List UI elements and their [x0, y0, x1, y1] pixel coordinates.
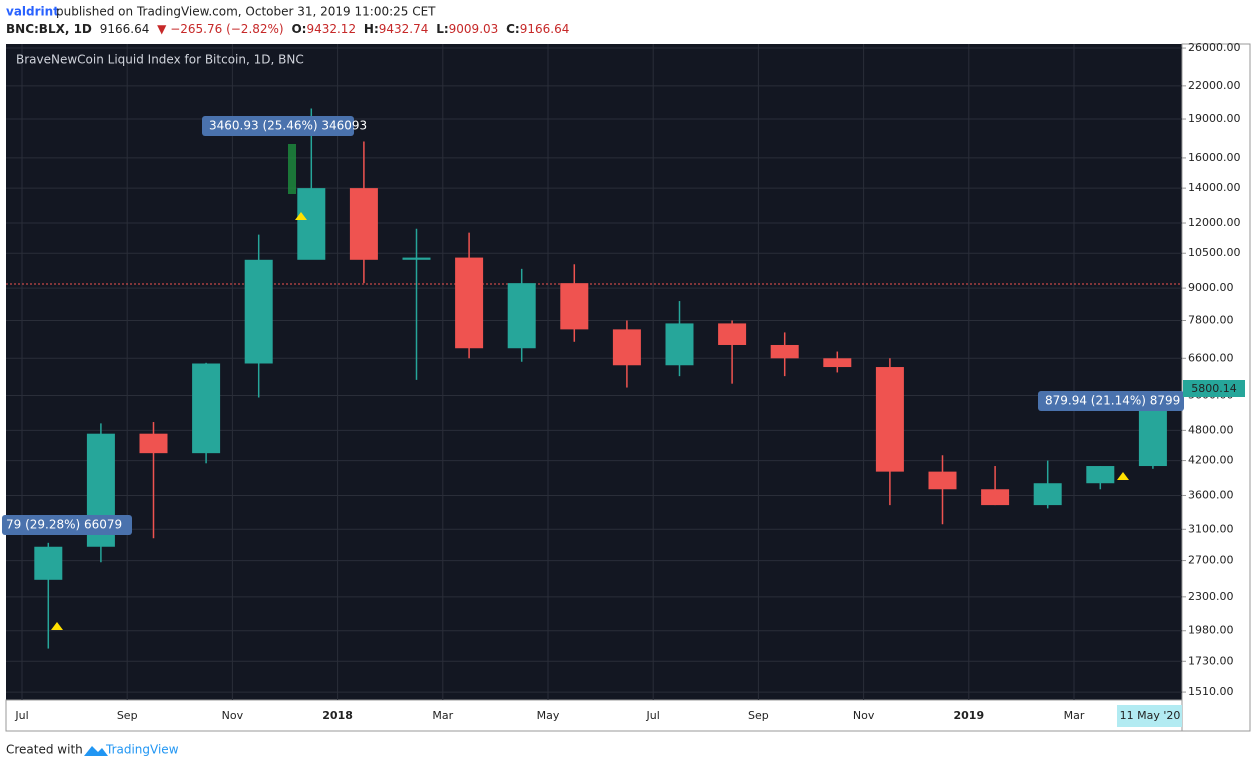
y-tick-label: 1510.00	[1188, 685, 1234, 698]
plot-area	[6, 44, 1182, 700]
marker	[295, 212, 307, 220]
y-tick-label: 6600.00	[1188, 351, 1234, 364]
published: published on TradingView.com, October 31…	[56, 5, 436, 19]
x-tick-label: Jul	[14, 709, 28, 722]
annotation-box	[1038, 391, 1184, 411]
symbol: BNC:BLX, 1D	[6, 22, 92, 36]
candle-body	[244, 259, 273, 364]
candle-body	[1086, 466, 1115, 484]
l-label: L:	[436, 22, 448, 36]
candle-body	[718, 323, 747, 345]
y-tick-label: 4200.00	[1188, 454, 1234, 467]
x-tick-label: Nov	[222, 709, 244, 722]
chart-title: BraveNewCoin Liquid Index for Bitcoin, 1…	[16, 53, 304, 67]
candle-body	[560, 283, 589, 330]
o-label: O:	[291, 22, 306, 36]
y-tick-label: 3100.00	[1188, 522, 1234, 535]
candle-body	[1033, 483, 1062, 506]
candle-body	[192, 363, 221, 454]
candle-body	[823, 358, 852, 368]
y-tick-label: 22000.00	[1188, 79, 1241, 92]
x-tick-label: Mar	[1064, 709, 1085, 722]
x-tick-label: Nov	[853, 709, 875, 722]
x-tick-label: 2018	[322, 709, 353, 722]
y-tick-label: 2300.00	[1188, 590, 1234, 603]
last-price-box	[1183, 380, 1245, 397]
footer-created: Created with	[6, 743, 83, 757]
candle-body	[297, 188, 326, 260]
candle-body	[928, 471, 957, 490]
author: valdrint	[6, 5, 59, 19]
y-tick-label: 14000.00	[1188, 181, 1241, 194]
annotation: 879.94 (21.14%) 8799	[1045, 394, 1180, 408]
change: ▼ −265.76 (−2.82%)	[157, 22, 283, 36]
last: 9166.64	[100, 22, 150, 36]
candle-body	[665, 323, 694, 366]
last-price-label: 5800.14	[1191, 382, 1237, 395]
brand-logo	[84, 746, 108, 756]
candle-body	[770, 344, 799, 359]
l: 9009.03	[449, 22, 499, 36]
o: 9432.12	[306, 22, 356, 36]
x-tick-label: Mar	[432, 709, 453, 722]
range-highlight	[288, 144, 296, 194]
x-tick-label: Sep	[117, 709, 138, 722]
candle-body	[612, 329, 641, 366]
h-label: H:	[364, 22, 379, 36]
candle-body	[1138, 407, 1167, 467]
y-tick-label: 19000.00	[1188, 112, 1241, 125]
candle-body	[402, 257, 431, 260]
candle-body	[349, 188, 378, 260]
y-tick-label: 4800.00	[1188, 423, 1234, 436]
annotation-box	[2, 515, 132, 535]
x-tick-label: May	[537, 709, 560, 722]
h: 9432.74	[379, 22, 429, 36]
y-tick-label: 10500.00	[1188, 246, 1241, 259]
ohlc-line: BNC:BLX, 1D 9166.64 ▼ −265.76 (−2.82%) O…	[6, 22, 569, 36]
candle-body	[34, 546, 63, 580]
x-tick-label: 2019	[953, 709, 984, 722]
candle-body	[139, 433, 168, 454]
y-tick-label: 1730.00	[1188, 654, 1234, 667]
marker	[51, 622, 63, 630]
x-axis-area	[5, 699, 1183, 732]
annotation: 79 (29.28%) 66079	[6, 518, 122, 532]
y-tick-label: 3600.00	[1188, 488, 1234, 501]
candle-body	[455, 257, 484, 349]
candle-body	[507, 283, 536, 349]
cursor-box	[1117, 705, 1182, 727]
cursor-label: 11 May '20	[1120, 709, 1181, 722]
y-tick-label: 7800.00	[1188, 314, 1234, 327]
candle-body	[981, 489, 1010, 506]
y-tick-label: 2700.00	[1188, 554, 1234, 567]
y-tick-label: 16000.00	[1188, 151, 1241, 164]
y-tick-label: 1980.00	[1188, 624, 1234, 637]
c: 9166.64	[520, 22, 570, 36]
y-tick-label: 12000.00	[1188, 216, 1241, 229]
x-tick-label: Sep	[748, 709, 769, 722]
annotation-box	[202, 116, 354, 136]
annotation: 3460.93 (25.46%) 346093	[209, 119, 367, 133]
y-tick-label: 26000.00	[1188, 41, 1241, 54]
marker	[1117, 472, 1129, 480]
x-tick-label: Jul	[646, 709, 660, 722]
y-tick-label: 9000.00	[1188, 281, 1234, 294]
c-label: C:	[506, 22, 520, 36]
footer-brand: TradingView	[105, 743, 179, 757]
candle-body	[875, 367, 904, 472]
